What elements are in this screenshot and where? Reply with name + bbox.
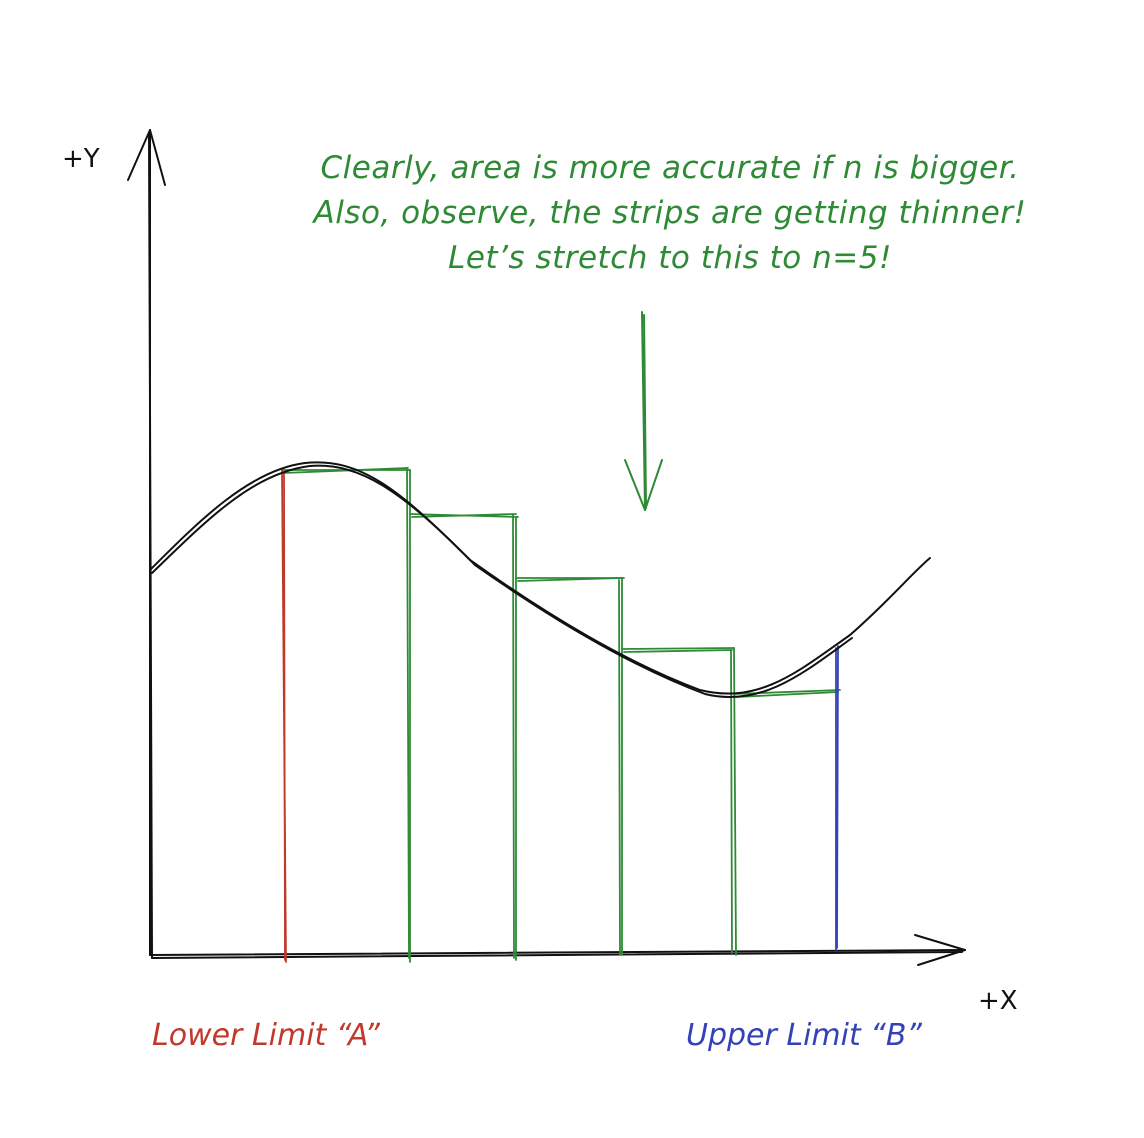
x-axis-label: +X [978,986,1018,1016]
y-axis-label: +Y [62,144,100,174]
strip-4 [621,647,737,956]
note-line-2: Also, observe, the strips are getting th… [313,195,1027,231]
x-axis [149,934,966,966]
strip-2 [409,513,519,961]
upper-limit-line [835,645,839,951]
lower-limit-label: Lower Limit “A” [152,1018,380,1053]
annotation-note: Clearly, area is more accurate if n is b… [260,146,1080,281]
strip-5 [733,689,841,698]
lower-limit-line [281,469,287,963]
upper-limit-label: Upper Limit “B” [686,1018,922,1053]
note-line-1: Clearly, area is more accurate if n is b… [320,150,1020,186]
riemann-strips [281,467,841,963]
y-axis [127,129,166,959]
function-curve [149,461,931,699]
strip-3 [515,577,625,956]
note-line-3: Let’s stretch to this to n=5! [448,240,892,276]
annotation-arrow [624,311,663,511]
strip-1 [281,467,411,963]
